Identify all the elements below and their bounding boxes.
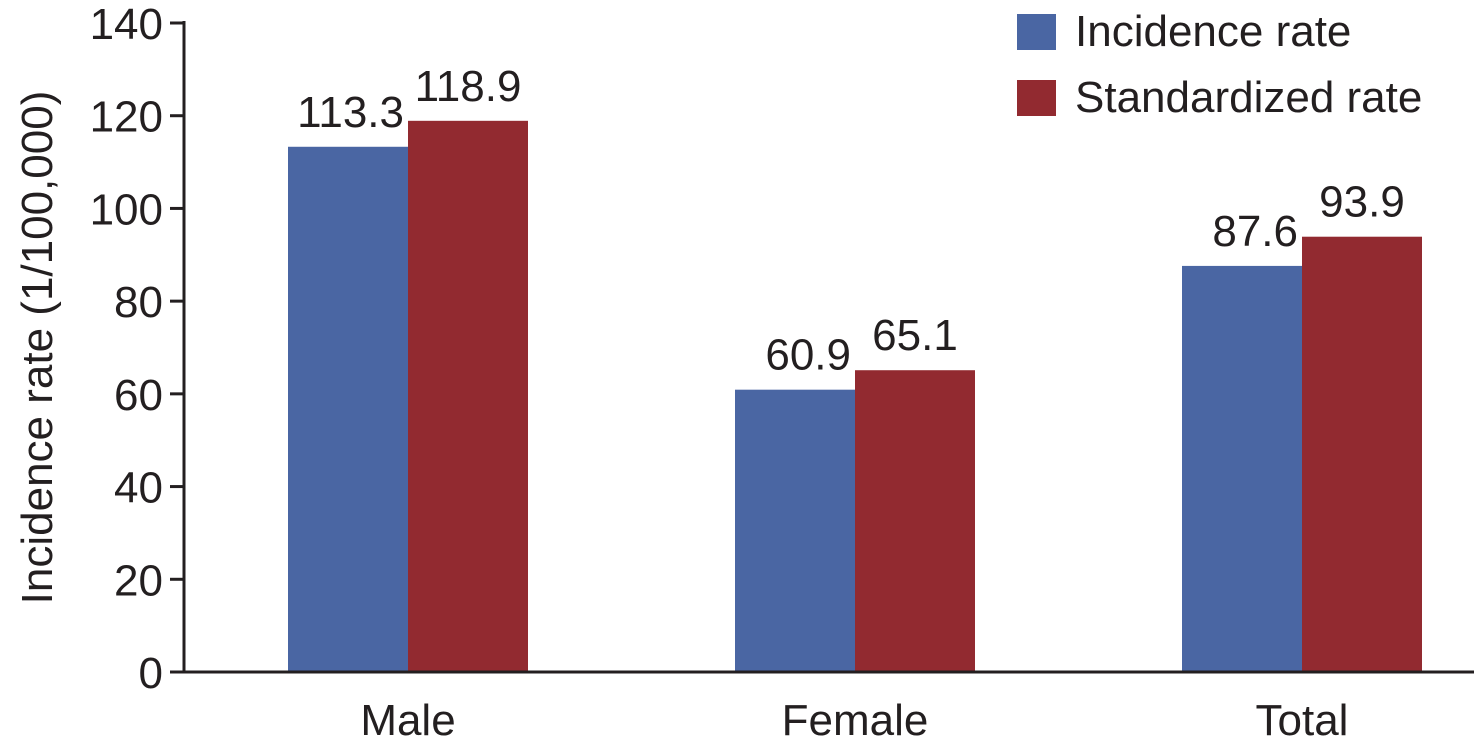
y-tick-label-60: 60: [114, 371, 163, 420]
x-tick-label-total: Total: [1256, 696, 1349, 745]
x-tick-label-male: Male: [360, 696, 455, 745]
bar-total-standardized: [1302, 236, 1422, 672]
bar-female-incidence: [735, 389, 855, 672]
x-tick-label-female: Female: [782, 696, 929, 745]
bar-male-incidence: [288, 146, 408, 673]
bar-total-incidence: [1182, 265, 1302, 672]
y-tick-label-0: 0: [139, 649, 163, 698]
y-tick-label-40: 40: [114, 464, 163, 513]
y-tick-label-20: 20: [114, 556, 163, 605]
y-axis-title: Incidence rate (1/100,000): [13, 91, 62, 605]
legend-swatch-standardized: [1017, 80, 1056, 116]
data-label-male-standardized: 118.9: [415, 62, 522, 111]
data-label-male-incidence: 113.3: [297, 88, 404, 137]
y-tick-label-140: 140: [90, 0, 163, 49]
legend-swatch-incidence: [1017, 14, 1056, 50]
data-label-female-incidence: 60.9: [765, 331, 851, 380]
bars-layer: [288, 120, 1422, 673]
data-label-total-standardized: 93.9: [1319, 178, 1405, 227]
legend-label-incidence: Incidence rate: [1075, 7, 1351, 56]
bar-female-standardized: [855, 370, 975, 672]
y-tick-label-80: 80: [114, 278, 163, 327]
axes-layer: Male Female Total 0 20 40 60 80 100 120 140: [90, 0, 1474, 745]
data-label-female-standardized: 65.1: [872, 311, 958, 360]
data-label-total-incidence: 87.6: [1212, 207, 1298, 256]
y-tick-label-120: 120: [90, 93, 163, 142]
bar-male-standardized: [408, 120, 528, 672]
legend: Incidence rate Standardized rate: [1017, 7, 1422, 122]
legend-label-standardized: Standardized rate: [1075, 73, 1422, 122]
y-tick-label-100: 100: [90, 185, 163, 234]
